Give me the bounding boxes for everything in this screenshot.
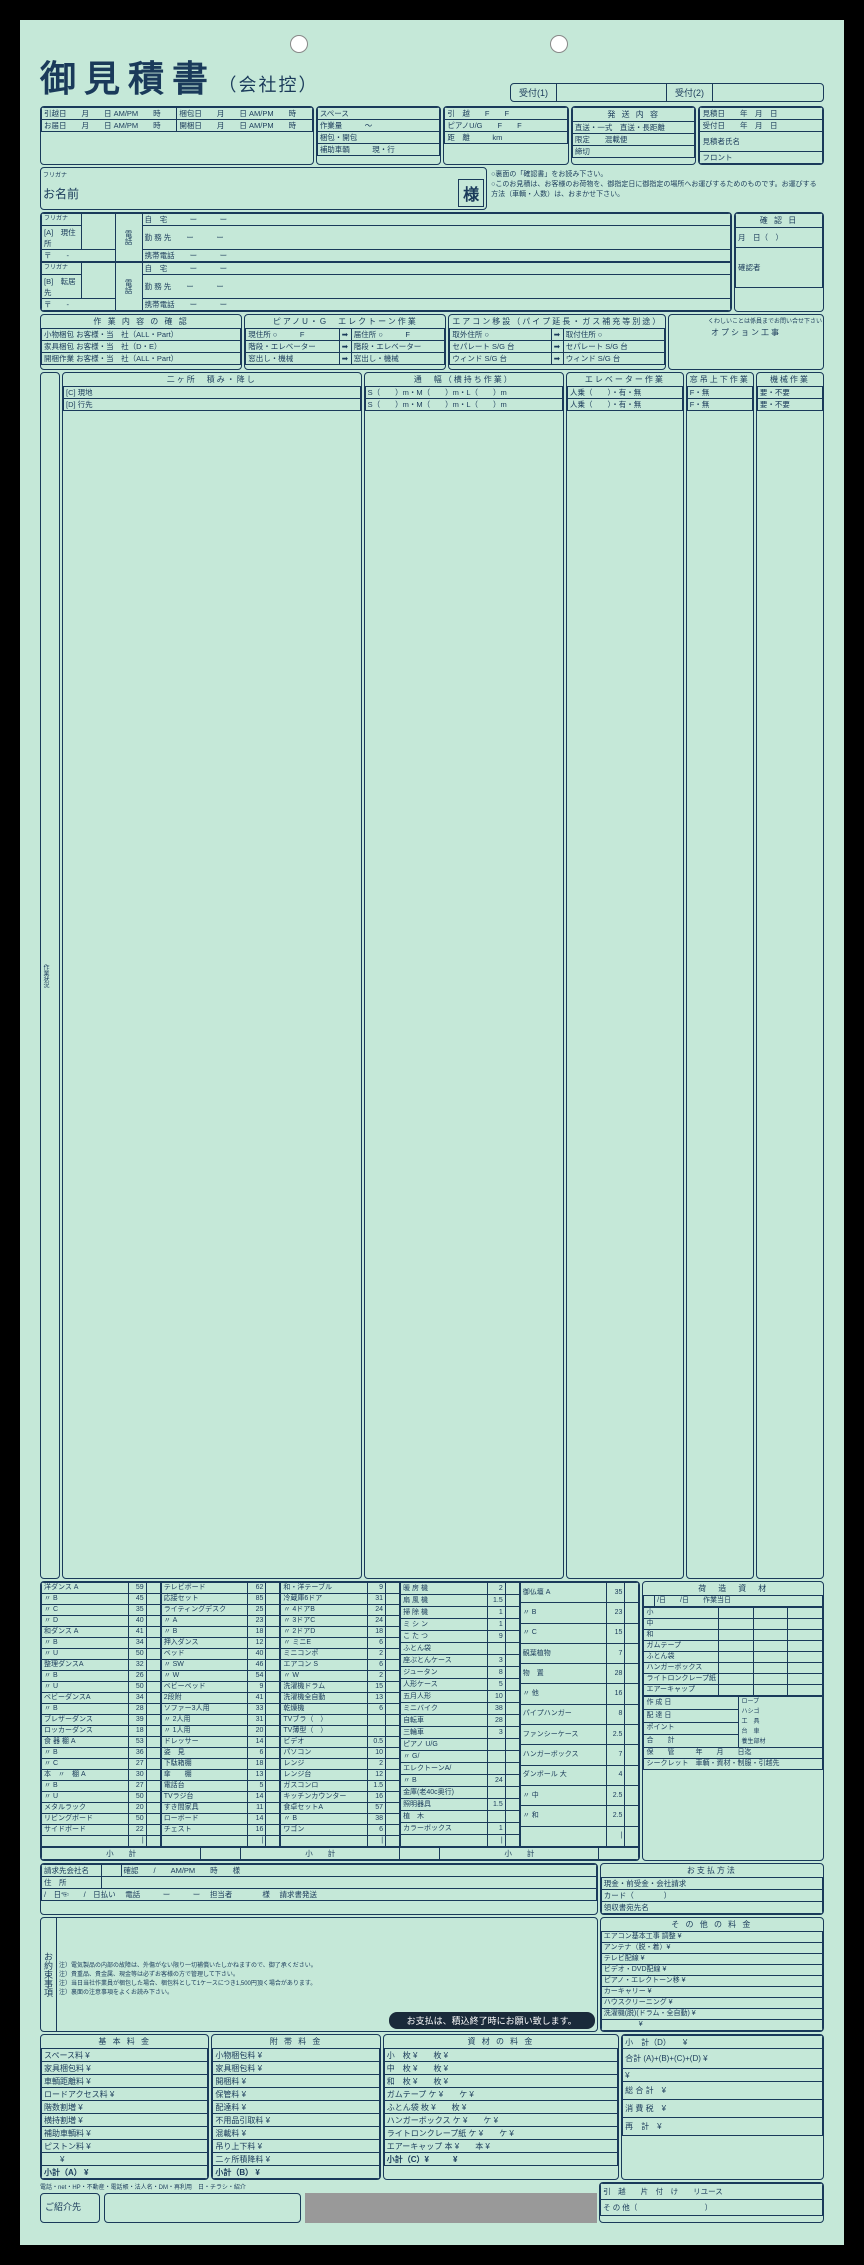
inventory-col3: 和・洋テーブル9冷蔵庫6ドア31〃 4ドアB24〃 3ドアC24〃 2ドアD18… xyxy=(280,1582,400,1847)
material-fees: 小 枚 ¥ 枚 ¥中 枚 ¥ 枚 ¥和 枚 ¥ 枚 ¥ガムテープ ケ ¥ ケ ¥… xyxy=(384,2048,618,2166)
attached-fees: 小物梱包料 ¥家具梱包料 ¥開梱料 ¥保管料 ¥配達料 ¥不用品引取料 ¥混載料… xyxy=(212,2048,379,2179)
form-notes: ○裏面の「確認書」をお読み下さい。 ○このお見積は、お客様のお荷物を、御指定日に… xyxy=(489,167,824,210)
current-address: [A] 現住所 xyxy=(42,226,82,250)
call-date[interactable]: お届日 月 日 AM/PM 時 xyxy=(42,120,177,132)
inventory-col5: 御仏壇 A35〃 B23〃 C15観葉植物7物 置28〃 他16パイプハンガー8… xyxy=(520,1582,640,1847)
new-address: [B] 転居先 xyxy=(42,275,82,299)
sama-suffix: 様 xyxy=(458,179,484,207)
moving-date[interactable]: 引越日 月 日 AM/PM 時 xyxy=(42,108,177,120)
unpack-date[interactable]: 開梱日 月 日 AM/PM 時 xyxy=(177,120,312,132)
censored-area xyxy=(305,2193,597,2223)
channels: 電話・net・HP・不動産・電話帳・法人名・DM・再利用 日・チラシ・紹介 xyxy=(40,2182,597,2191)
basic-fees: スペース料 ¥家具梱包料 ¥車輌距離料 ¥ロードアクセス料 ¥階数割増 ¥横持割… xyxy=(41,2048,208,2179)
payment-notice: お支払は、積込終了時にお願い致します。 xyxy=(389,2012,595,2029)
work-status-label: 作業状況 xyxy=(40,372,60,1579)
space-field[interactable]: スペース xyxy=(317,108,440,120)
referral-label: ご紹介先 xyxy=(40,2193,100,2223)
packing-date[interactable]: 梱包日 月 日 AM/PM 時 xyxy=(177,108,312,120)
inventory-col2: テレビボード62応接セット85ライティングデスク25〃 A23〃 B18押入ダン… xyxy=(161,1582,281,1847)
inventory-col1: 洋ダンス A59〃 B45〃 C35〃 D40和ダンス A41〃 B34〃 U5… xyxy=(41,1582,161,1847)
name-label: お名前 xyxy=(43,185,79,202)
form-subtitle: （会社控） xyxy=(219,75,319,95)
other-fees-table: エアコン基本工事 調整 ¥アンテナ（脱・着）¥テレビ配線 ¥ビデオ・DVD配線 … xyxy=(601,1931,823,2031)
reception-box: 受付(1) 受付(2) xyxy=(510,83,824,102)
materials-table: 小中和ガムテープふとん袋ハンガーボックスライトロンクレープ紙エアーキャップ xyxy=(643,1607,823,1696)
promise-label: お約束事項 xyxy=(41,1918,57,2031)
form-title: 御見積書 xyxy=(40,50,216,102)
inventory-col4: 暖 房 機2扇 風 機1.5掃 除 機1ミ シ ン1こ た つ9ふとん袋座ぶとん… xyxy=(400,1582,520,1847)
